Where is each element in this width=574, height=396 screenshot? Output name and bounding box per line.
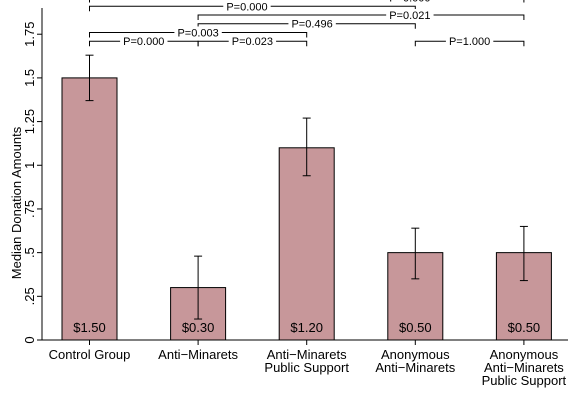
category-label: Anti−Minarets	[267, 347, 347, 362]
y-tick-label-group: 1.5	[22, 69, 37, 87]
comparison-p-value: P=0.003	[177, 27, 218, 39]
bar	[61, 77, 118, 341]
y-tick-label: 1.5	[22, 69, 37, 87]
bar-value-label: $1.50	[73, 320, 106, 335]
y-tick-label-group: 0	[22, 336, 37, 343]
comparison-label-bg	[223, 0, 271, 13]
comparison-p-value: P=0.021	[389, 10, 430, 22]
comparison-p-value: P=0.496	[291, 19, 332, 31]
y-tick-label: .25	[22, 287, 37, 305]
comparison-label-bg	[228, 35, 277, 48]
y-tick-label-group: .5	[22, 247, 37, 258]
y-tick-label-group: 1.25	[22, 109, 37, 134]
bar-value-label: $0.30	[182, 320, 215, 335]
comparison-label-bg	[174, 26, 222, 39]
y-tick-label-group: .75	[22, 200, 37, 218]
comparison-bracket	[197, 14, 525, 20]
comparison-label-bg	[386, 8, 434, 21]
category-label: Anti−Minarets	[158, 347, 238, 362]
bar-value-label: $0.50	[508, 320, 541, 335]
comparison-p-value: P=0.000	[226, 1, 267, 13]
comparison-label-bg	[120, 35, 168, 48]
bar-value-label: $0.50	[399, 320, 432, 335]
y-tick-label: 1	[22, 162, 37, 169]
y-tick-label: .5	[22, 247, 37, 258]
y-tick-label-group: 1	[22, 162, 37, 169]
y-tick-label: 1.25	[22, 109, 37, 134]
y-axis-title: Median Donation Amounts	[9, 126, 24, 279]
y-tick-label: 1.75	[22, 22, 37, 47]
category-label: Public Support	[482, 373, 567, 388]
y-tick-label: 0	[22, 336, 37, 343]
category-label: Anti−Minarets	[375, 360, 455, 375]
comparison-label-bg	[288, 17, 336, 30]
comparison-p-value: P=1.000	[449, 36, 490, 48]
comparison-p-value: P=0.000	[389, 0, 430, 5]
category-label: Control Group	[49, 347, 131, 362]
y-tick-label: .75	[22, 200, 37, 218]
comparison-p-value: P=0.023	[232, 36, 273, 48]
bar	[278, 147, 335, 341]
y-tick-label-group: 1.75	[22, 22, 37, 47]
y-tick-label-group: .25	[22, 287, 37, 305]
category-label: Anonymous	[381, 347, 450, 362]
category-label: Anti−Minarets	[484, 360, 564, 375]
category-label: Public Support	[264, 360, 349, 375]
bar-value-label: $1.20	[290, 320, 323, 335]
comparison-p-value: P=0.000	[123, 36, 164, 48]
comparison-label-bg	[386, 0, 434, 4]
comparison-label-bg	[445, 35, 494, 48]
category-label: Anonymous	[490, 347, 559, 362]
comparison-bracket	[89, 0, 525, 3]
